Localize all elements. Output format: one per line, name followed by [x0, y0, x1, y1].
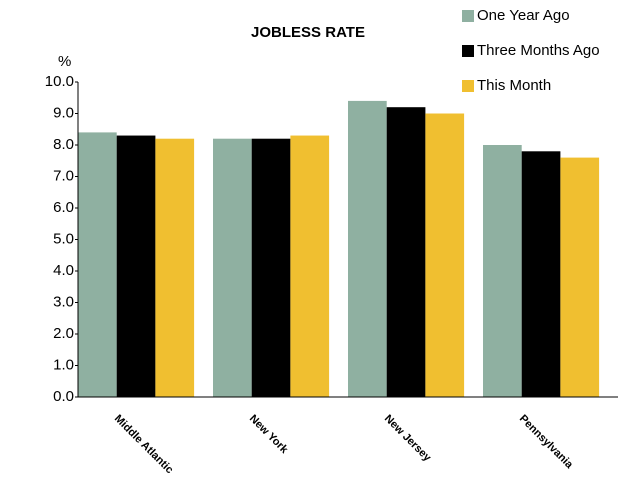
legend-swatch: [462, 10, 474, 22]
bar: [155, 138, 195, 397]
bar: [386, 107, 426, 397]
x-tick-label: New Jersey: [382, 413, 434, 465]
legend-swatch: [462, 80, 474, 92]
bar: [560, 157, 600, 397]
bar: [425, 113, 465, 397]
bar: [483, 145, 522, 397]
y-tick-label: 1.0: [53, 356, 74, 373]
legend-swatch: [462, 45, 474, 57]
y-tick-label: 4.0: [53, 262, 74, 279]
y-tick-label: 2.0: [53, 325, 74, 342]
y-axis-label: %: [58, 53, 71, 70]
y-tick-label: 5.0: [53, 230, 74, 247]
bar: [290, 135, 330, 398]
bar: [348, 100, 387, 398]
legend-label: One Year Ago: [477, 7, 570, 24]
x-tick-label: New York: [247, 413, 291, 457]
legend-label: Three Months Ago: [477, 42, 600, 59]
y-tick-label: 6.0: [53, 199, 74, 216]
y-tick-label: 7.0: [53, 167, 74, 184]
y-tick-label: 8.0: [53, 136, 74, 153]
bar: [521, 151, 561, 397]
bar: [116, 135, 156, 398]
x-tick-label: Pennsylvania: [517, 413, 576, 472]
y-tick-label: 9.0: [53, 104, 74, 121]
x-tick-label: Middle Atlantic: [112, 413, 176, 477]
y-tick-label: 0.0: [53, 388, 74, 405]
bar: [251, 138, 291, 397]
bar: [213, 138, 252, 397]
bar: [78, 132, 117, 397]
y-tick-label: 3.0: [53, 293, 74, 310]
y-tick-label: 10.0: [45, 73, 74, 90]
chart-title: JOBLESS RATE: [251, 24, 365, 41]
legend-label: This Month: [477, 77, 551, 94]
